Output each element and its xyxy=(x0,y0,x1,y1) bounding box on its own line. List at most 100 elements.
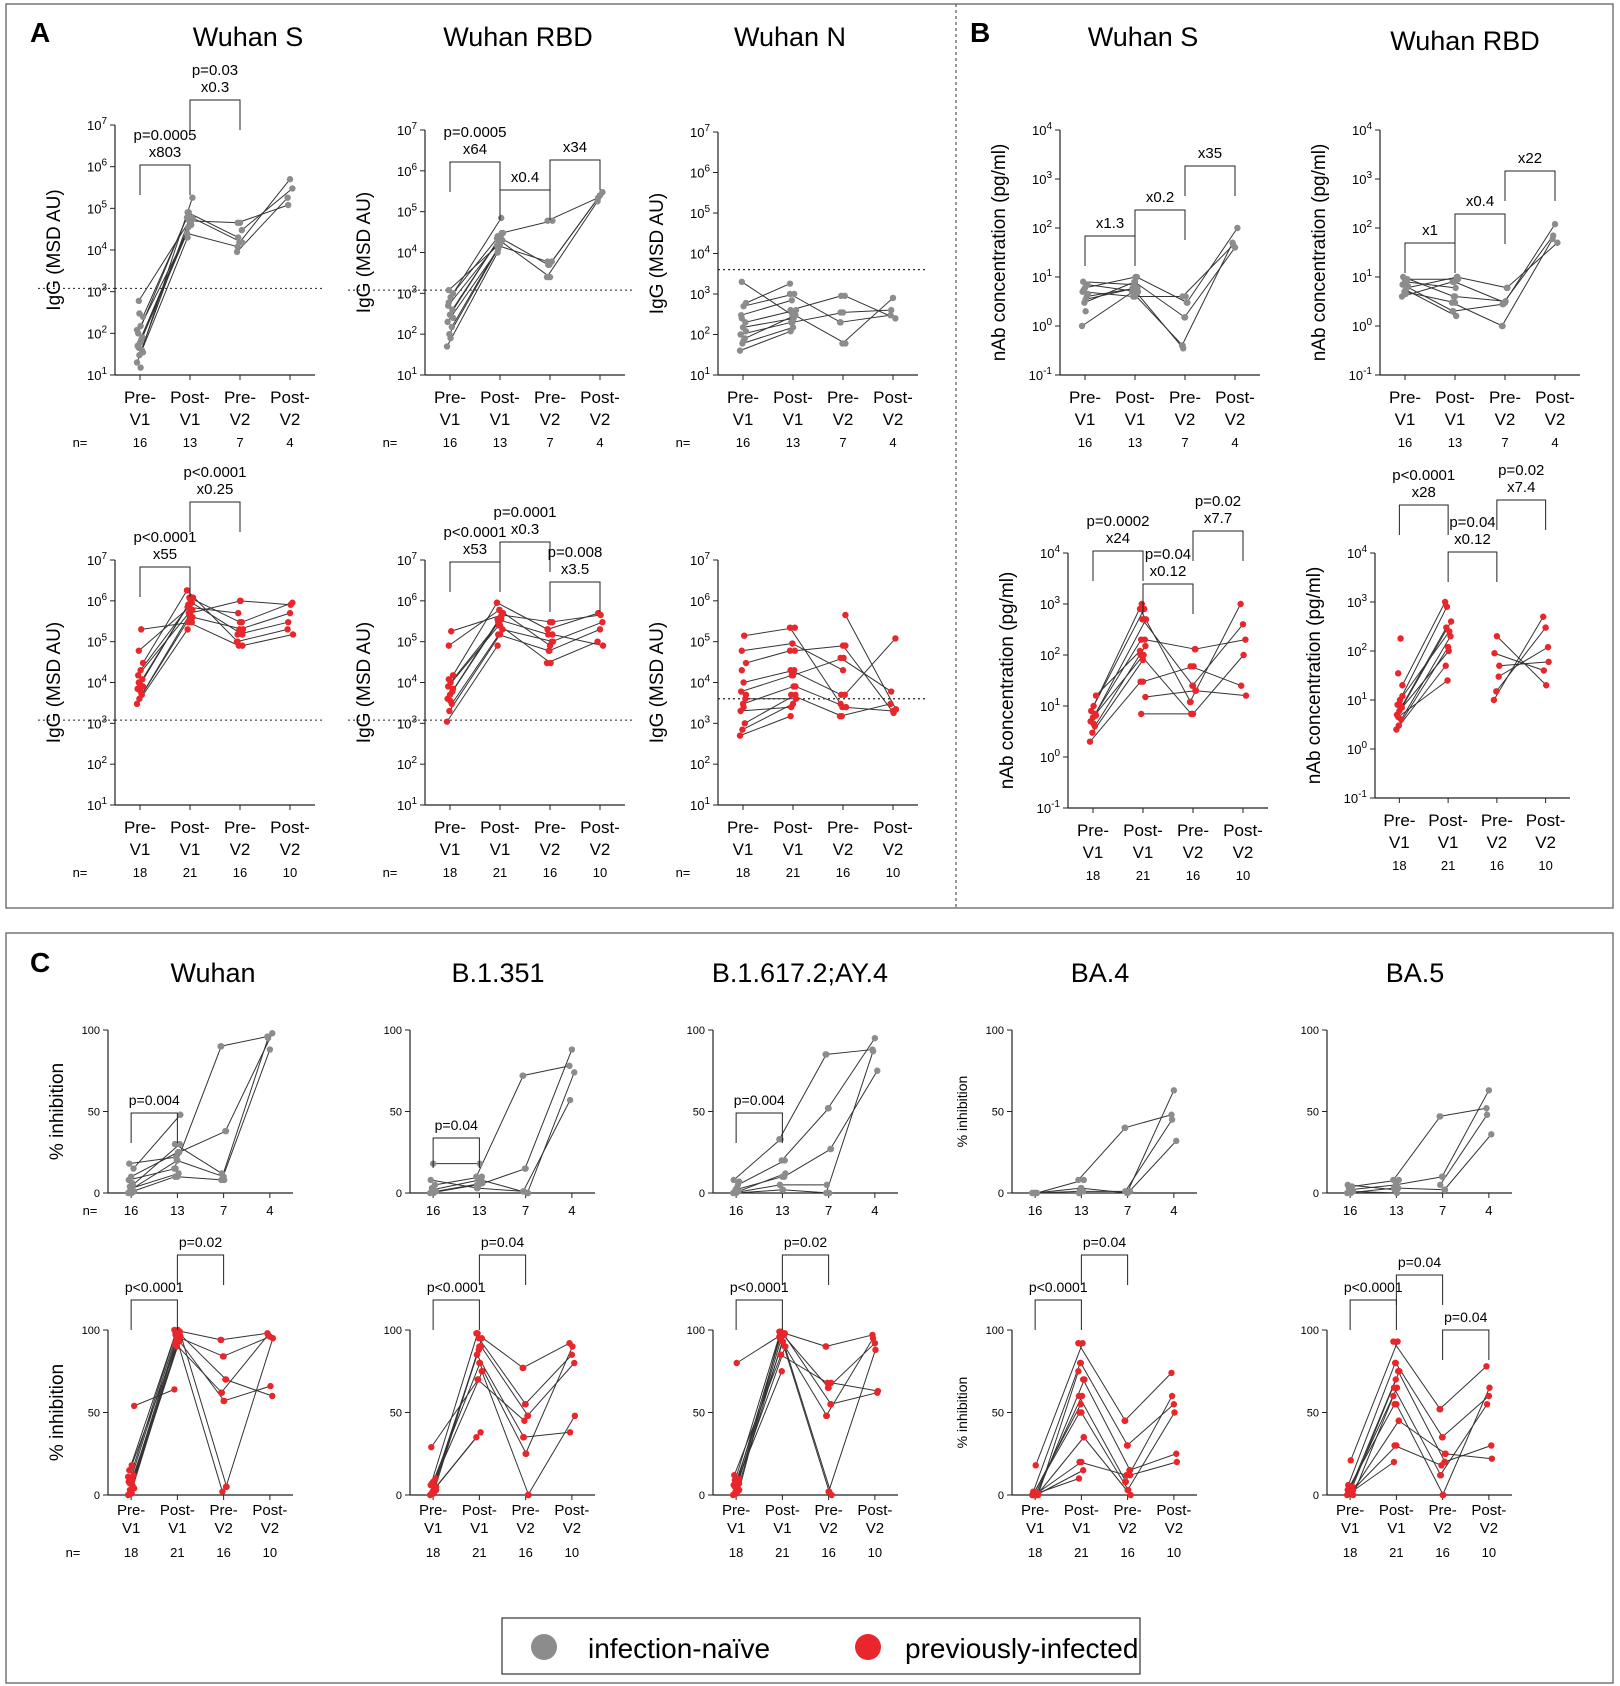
subject-line xyxy=(1139,608,1192,703)
y-axis-label: % inhibition xyxy=(954,1076,970,1148)
chart-C-BA5-naive: 0 50 100 BA.5 16 13 7 4 xyxy=(1301,958,1512,1218)
significance-label: p=0.0001 xyxy=(494,504,557,521)
subject-line xyxy=(140,602,192,671)
subject-line xyxy=(827,1342,876,1389)
subject-line xyxy=(546,200,599,278)
panel-label-b: B xyxy=(970,17,990,48)
significance-bracket xyxy=(1504,170,1556,201)
data-point xyxy=(222,1376,229,1383)
data-point xyxy=(569,1343,576,1350)
data-point xyxy=(238,226,245,234)
y-tick-label: 100 xyxy=(1301,1325,1319,1337)
chart-A-S-naive: 101 102 103 104 105 106 107 IgG (MSD AU) Wuhan S… xyxy=(35,22,325,450)
data-point xyxy=(184,209,191,216)
x-tick-label: Pre- xyxy=(124,818,156,837)
data-point xyxy=(1139,656,1147,664)
y-tick-label: 10-1 xyxy=(1037,799,1061,816)
data-point xyxy=(1168,1116,1176,1123)
subject-line xyxy=(448,245,501,335)
data-point xyxy=(1542,624,1549,631)
chart-title: BA.5 xyxy=(1386,958,1445,988)
chart-C-B1351-naive: 0 50 100 B.1.351 16 13 7 4 p=0.04 xyxy=(384,958,595,1218)
data-point xyxy=(1392,1359,1399,1367)
legend: infection-naïve previously-infected xyxy=(501,1617,1141,1675)
subject-line xyxy=(1033,1404,1082,1494)
n-value: 16 xyxy=(836,865,850,880)
significance-bracket xyxy=(1398,504,1449,535)
subject-line xyxy=(1032,1190,1080,1194)
subject-line xyxy=(842,297,894,344)
data-point xyxy=(1399,682,1406,689)
data-point xyxy=(735,1178,743,1185)
data-point xyxy=(827,1379,835,1387)
data-point xyxy=(871,1340,879,1347)
y-tick-label: 101 xyxy=(397,366,417,383)
x-tick-label: V2 xyxy=(1535,833,1556,852)
subject-line xyxy=(741,299,792,316)
data-point xyxy=(135,647,142,654)
data-point xyxy=(1121,1124,1128,1132)
x-tick-label: Post- xyxy=(580,388,620,407)
subject-line xyxy=(476,1187,524,1192)
data-point xyxy=(1545,658,1552,666)
chart-title: Wuhan S xyxy=(193,22,304,52)
data-point xyxy=(1451,293,1459,300)
subject-line xyxy=(1506,242,1558,289)
data-point xyxy=(445,676,452,683)
data-point xyxy=(1240,651,1247,659)
x-tick-label: Post- xyxy=(580,818,620,837)
data-point xyxy=(1168,1111,1175,1118)
y-tick-label: 103 xyxy=(87,714,107,731)
x-tick-label: Pre- xyxy=(1428,1502,1456,1519)
data-point xyxy=(236,597,244,605)
data-point xyxy=(135,297,142,305)
panel-c-frame xyxy=(5,932,1614,1684)
significance-label: x28 xyxy=(1412,484,1436,501)
data-point xyxy=(786,280,794,287)
y-tick-label: 101 xyxy=(1347,691,1367,708)
y-tick-label: 106 xyxy=(87,158,107,175)
subject-line xyxy=(1398,1420,1446,1455)
n-value: 7 xyxy=(1501,435,1508,450)
subject-line xyxy=(138,220,190,302)
data-point xyxy=(1131,278,1138,285)
significance-bracket xyxy=(432,1137,480,1168)
data-point xyxy=(1141,636,1149,643)
subject-line xyxy=(447,625,500,687)
data-point xyxy=(521,1165,529,1172)
y-axis-label: nAb concentration (pg/ml) xyxy=(1304,567,1325,785)
data-point xyxy=(1129,284,1136,292)
n-value: 4 xyxy=(1231,435,1238,450)
data-point xyxy=(1078,1409,1085,1416)
subject-line xyxy=(1401,601,1446,686)
data-point xyxy=(599,188,606,196)
significance-label: p<0.0001 xyxy=(444,524,507,541)
significance-label: p<0.0001 xyxy=(427,1279,486,1295)
data-point xyxy=(1488,1442,1495,1449)
y-axis-label: IgG (MSD AU) xyxy=(647,193,668,314)
data-point xyxy=(428,1184,436,1192)
subject-line xyxy=(1442,1387,1490,1496)
subject-line xyxy=(131,1341,180,1486)
data-point xyxy=(1080,1434,1087,1441)
x-tick-label: V1 xyxy=(470,1520,488,1537)
x-tick-label: Pre- xyxy=(722,1502,750,1519)
data-point xyxy=(1168,1369,1175,1377)
x-tick-label: V2 xyxy=(590,410,611,429)
data-point xyxy=(549,631,556,638)
subject-line xyxy=(739,330,791,352)
x-tick-label: V2 xyxy=(261,1520,279,1537)
data-point xyxy=(1139,616,1146,623)
subject-line xyxy=(127,1343,176,1496)
data-point xyxy=(1438,1434,1446,1441)
significance-label: p=0.04 xyxy=(1145,546,1191,563)
x-tick-label: 16 xyxy=(426,1203,440,1218)
data-point xyxy=(738,278,745,286)
data-point xyxy=(449,314,457,322)
data-point xyxy=(130,1188,138,1195)
data-point xyxy=(786,624,794,631)
data-point xyxy=(1127,1491,1134,1499)
subject-line xyxy=(452,602,498,676)
subject-line xyxy=(450,619,502,683)
subject-line xyxy=(552,633,604,647)
